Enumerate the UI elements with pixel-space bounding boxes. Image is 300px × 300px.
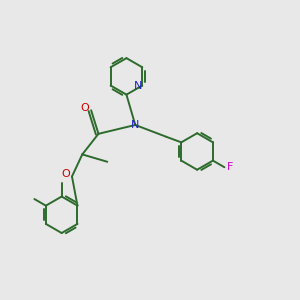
Text: N: N [131, 120, 140, 130]
Text: O: O [80, 103, 89, 113]
Text: F: F [227, 162, 233, 172]
Text: N: N [134, 80, 142, 91]
Text: O: O [61, 169, 70, 179]
